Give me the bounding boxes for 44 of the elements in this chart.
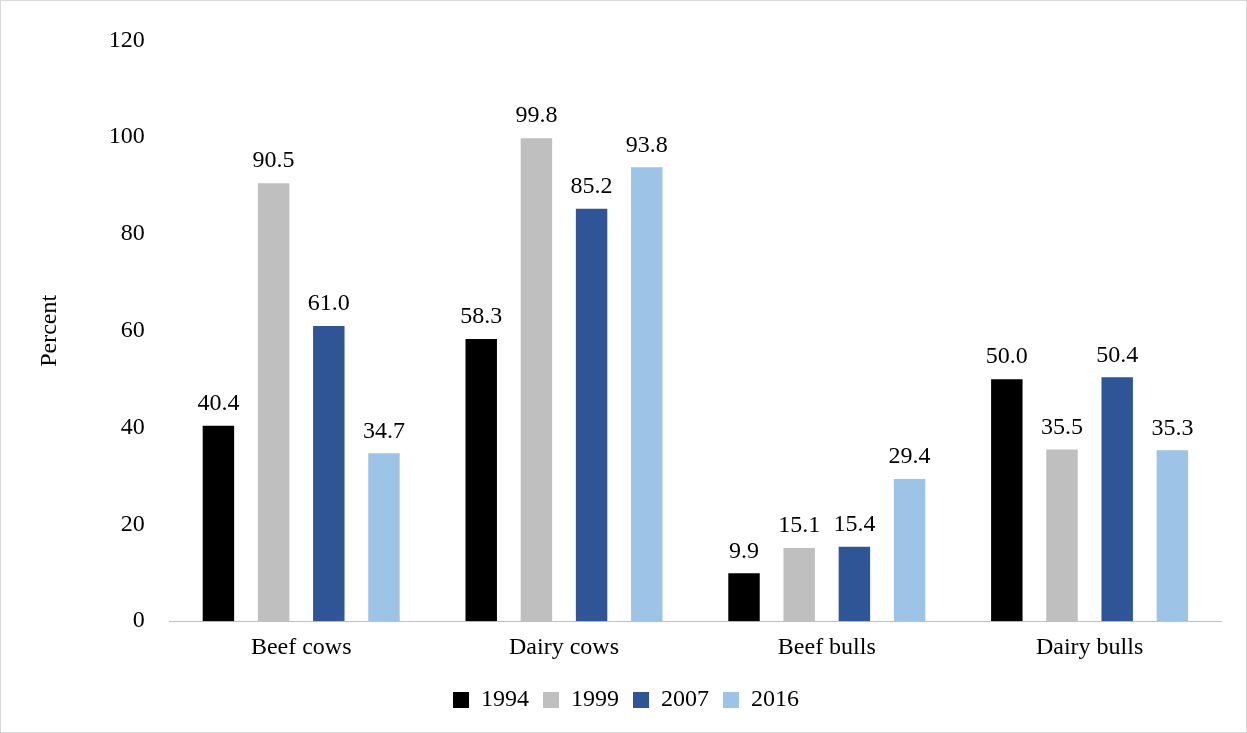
bar xyxy=(368,453,400,622)
legend-label: 2016 xyxy=(751,685,799,712)
data-label: 35.5 xyxy=(1041,412,1084,439)
bar xyxy=(893,478,926,622)
data-label: 35.3 xyxy=(1151,413,1194,440)
y-tick-label: 80 xyxy=(120,219,145,246)
legend-label: 1994 xyxy=(481,685,529,712)
data-label: 85.2 xyxy=(570,172,613,199)
bar xyxy=(838,546,871,622)
x-tick-label: Dairy bulls xyxy=(1035,632,1144,659)
bar xyxy=(313,325,345,622)
bar xyxy=(631,167,663,622)
data-label: 34.7 xyxy=(362,416,405,443)
data-label: 58.3 xyxy=(460,302,503,329)
data-label: 93.8 xyxy=(625,130,668,157)
data-label: 50.0 xyxy=(985,342,1028,369)
y-tick-label: 60 xyxy=(120,316,145,343)
y-axis-title: Percent xyxy=(34,294,61,367)
legend-label: 2007 xyxy=(661,685,709,712)
x-tick-label: Beef bulls xyxy=(777,632,876,659)
data-label: 61.0 xyxy=(307,289,350,316)
x-tick-label: Dairy cows xyxy=(509,632,619,659)
data-label: 99.8 xyxy=(515,101,558,128)
bar xyxy=(1156,450,1189,622)
data-label: 15.1 xyxy=(778,511,821,538)
bar xyxy=(1101,377,1133,622)
bar xyxy=(202,425,235,622)
y-tick-label: 40 xyxy=(120,412,145,439)
bar xyxy=(728,573,760,622)
data-label: 9.9 xyxy=(729,536,760,563)
y-tick-label: 100 xyxy=(108,122,145,149)
y-tick-label: 0 xyxy=(132,606,145,633)
x-tick-label: Beef cows xyxy=(250,632,352,659)
data-label: 15.4 xyxy=(833,509,876,536)
data-label: 50.4 xyxy=(1096,340,1139,367)
bar xyxy=(991,379,1023,622)
y-tick-label: 120 xyxy=(108,25,145,52)
bar xyxy=(465,339,497,622)
bar xyxy=(575,208,608,622)
data-label: 40.4 xyxy=(197,388,240,415)
y-tick-label: 20 xyxy=(120,509,145,536)
legend-label: 1999 xyxy=(571,685,619,712)
data-label: 90.5 xyxy=(252,146,295,173)
data-label: 29.4 xyxy=(888,442,931,469)
